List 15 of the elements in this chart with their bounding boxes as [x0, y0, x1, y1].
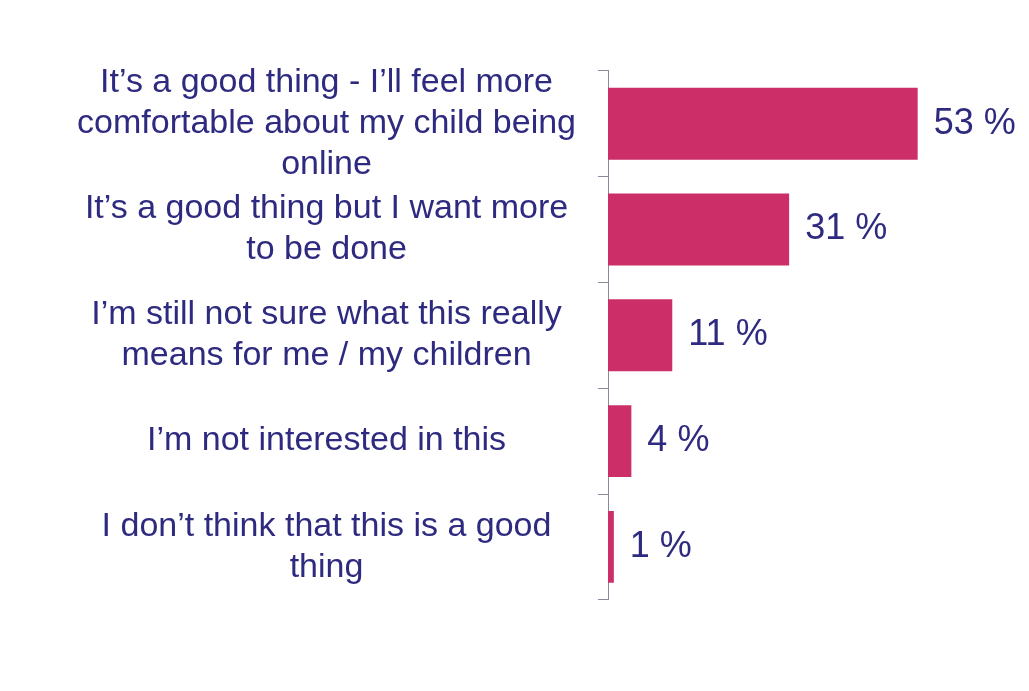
y-tick-label: It’s a good thing - I’ll feel more comfortable about my child being online [77, 61, 576, 181]
bar [608, 405, 632, 478]
bar [608, 87, 918, 160]
bar [608, 193, 790, 266]
data-label: 31 % [805, 206, 888, 248]
y-tick-label: I’m still not sure what this really means for me / my children [91, 293, 562, 373]
data-label: 53 % [933, 100, 1016, 142]
y-tick-label: I’m not interested in this [147, 419, 507, 458]
data-label: 11 % [688, 312, 768, 354]
data-label: 1 % [629, 523, 692, 565]
bar [608, 299, 673, 372]
bar [608, 510, 614, 583]
y-tick-label: I don’t think that this is a good thing [101, 504, 552, 584]
y-tick-label: It’s a good thing but I want more to be done [84, 187, 569, 267]
data-label: 4 % [647, 418, 710, 460]
